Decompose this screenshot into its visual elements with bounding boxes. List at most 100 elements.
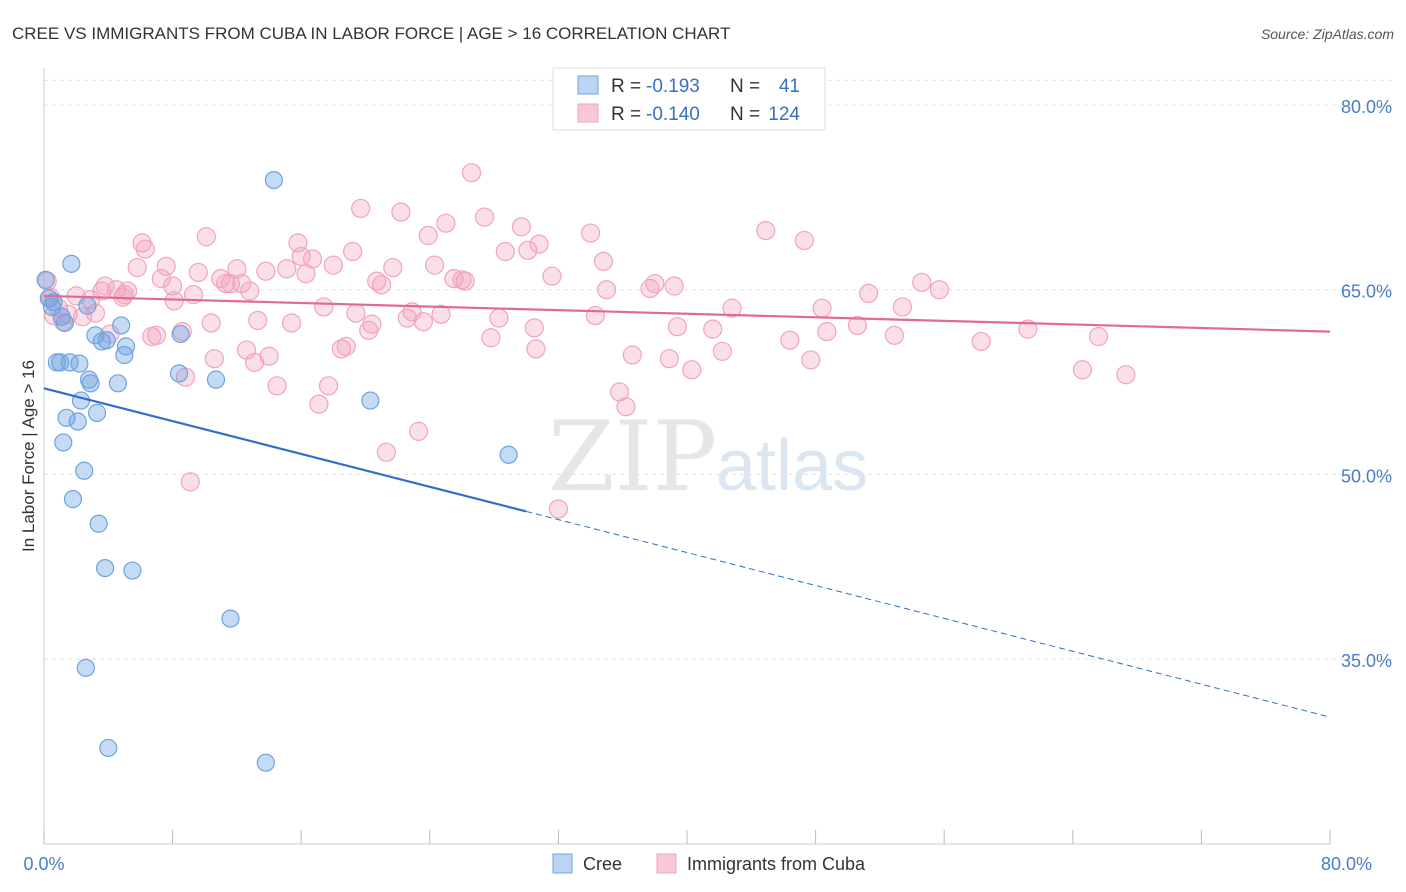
cuba-point <box>343 241 363 262</box>
cuba-point <box>474 207 495 227</box>
cree-point <box>60 353 79 372</box>
cuba-point <box>117 281 138 301</box>
chart-source: Source: ZipAtlas.com <box>1261 26 1394 42</box>
cree-point <box>68 412 87 431</box>
cuba-point <box>616 397 636 417</box>
legend-cree-r-label: R = <box>611 76 641 97</box>
cuba-point <box>580 223 601 243</box>
legend-cuba-r-value: -0.140 <box>646 104 700 125</box>
cree-point <box>221 609 240 628</box>
legend-cuba-r-label: R = <box>611 104 641 125</box>
cuba-point <box>542 266 562 286</box>
cuba-trend-line <box>43 294 1331 333</box>
cuba-point <box>408 421 429 441</box>
cuba-point <box>524 318 544 338</box>
cuba-point <box>518 240 538 260</box>
chart-title: CREE VS IMMIGRANTS FROM CUBA IN LABOR FO… <box>12 24 730 43</box>
cuba-point <box>585 305 605 326</box>
cree-point <box>499 445 518 464</box>
grid-layer <box>44 79 1394 660</box>
cuba-point <box>436 213 456 233</box>
trend-lines <box>43 294 1331 718</box>
legend-cree-n-label: N = <box>730 76 760 97</box>
cuba-point <box>204 349 224 369</box>
cuba-point <box>232 273 252 294</box>
legend-cuba-n-label: N = <box>730 104 760 125</box>
cuba-point <box>227 259 247 279</box>
cuba-point <box>309 394 329 414</box>
cuba-point <box>418 225 438 246</box>
cree-point <box>97 331 116 350</box>
cree-point <box>87 403 107 422</box>
cuba-point <box>248 310 268 331</box>
cuba-point <box>277 259 297 279</box>
cuba-point <box>323 255 343 275</box>
cuba-point <box>146 325 167 345</box>
cuba-point <box>645 273 665 294</box>
cree-point <box>76 658 95 677</box>
bottom-legend-cuba-label: Immigrants from Cuba <box>687 854 866 874</box>
legend-box: R = -0.193 N = 41 R = -0.140 N = 124 <box>552 67 826 131</box>
cuba-point <box>413 312 433 332</box>
cree-point <box>169 364 189 383</box>
cuba-point <box>314 297 334 317</box>
cree-point <box>54 433 73 452</box>
cuba-point <box>817 321 837 342</box>
cuba-point <box>127 257 147 278</box>
cuba-point <box>667 317 687 337</box>
cuba-point <box>431 304 451 324</box>
cree-point <box>112 316 131 335</box>
cuba-point <box>722 298 742 318</box>
legend-cree-n-value: 41 <box>779 76 800 97</box>
cuba-point <box>847 315 867 336</box>
cuba-point <box>1088 326 1109 347</box>
cuba-point <box>383 257 403 278</box>
cuba-point <box>481 328 501 348</box>
cuba-point <box>180 472 200 492</box>
cuba-point <box>452 270 472 290</box>
cuba-point <box>794 230 814 251</box>
bottom-legend-cree-label: Cree <box>583 854 622 874</box>
cree-point <box>264 170 283 190</box>
cuba-point <box>267 376 287 396</box>
cuba-point <box>659 349 679 369</box>
bottom-legend: Cree Immigrants from Cuba <box>552 853 866 874</box>
cuba-point <box>703 319 723 339</box>
cuba-point <box>172 321 192 342</box>
cuba-point <box>391 202 411 222</box>
bottom-legend-cree-swatch <box>552 853 573 874</box>
cuba-point <box>95 276 115 296</box>
cuba-point <box>929 280 949 300</box>
cuba-point <box>511 217 532 237</box>
y-tick-label: 50.0% <box>1341 466 1392 486</box>
watermark-atlas: atlas <box>716 426 868 506</box>
series-cuba-points <box>37 163 1136 519</box>
cuba-point <box>971 331 991 352</box>
legend-cree-swatch <box>577 75 599 95</box>
cuba-point <box>188 262 208 283</box>
cree-point <box>89 514 108 533</box>
cuba-point <box>362 314 382 334</box>
cree-trend-line <box>43 387 527 513</box>
y-tick-label: 35.0% <box>1341 651 1392 671</box>
series-cree-points <box>36 170 518 772</box>
cree-point <box>95 558 115 578</box>
cuba-point <box>812 298 832 318</box>
cuba-point <box>351 198 371 219</box>
legend-cree-r-value: -0.193 <box>646 76 700 97</box>
cree-point <box>78 296 97 315</box>
cuba-point <box>281 313 302 333</box>
cree-point <box>108 374 128 393</box>
legend-cuba-swatch <box>577 103 599 123</box>
cuba-point <box>114 285 134 305</box>
cree-point <box>63 490 83 509</box>
cuba-point <box>756 220 776 241</box>
cuba-point <box>425 255 445 275</box>
cuba-point <box>455 271 475 291</box>
cuba-point <box>912 272 932 292</box>
cree-point <box>71 391 91 410</box>
cree-point <box>116 337 136 356</box>
cuba-point <box>892 297 913 317</box>
y-tick-label: 80.0% <box>1341 97 1392 117</box>
